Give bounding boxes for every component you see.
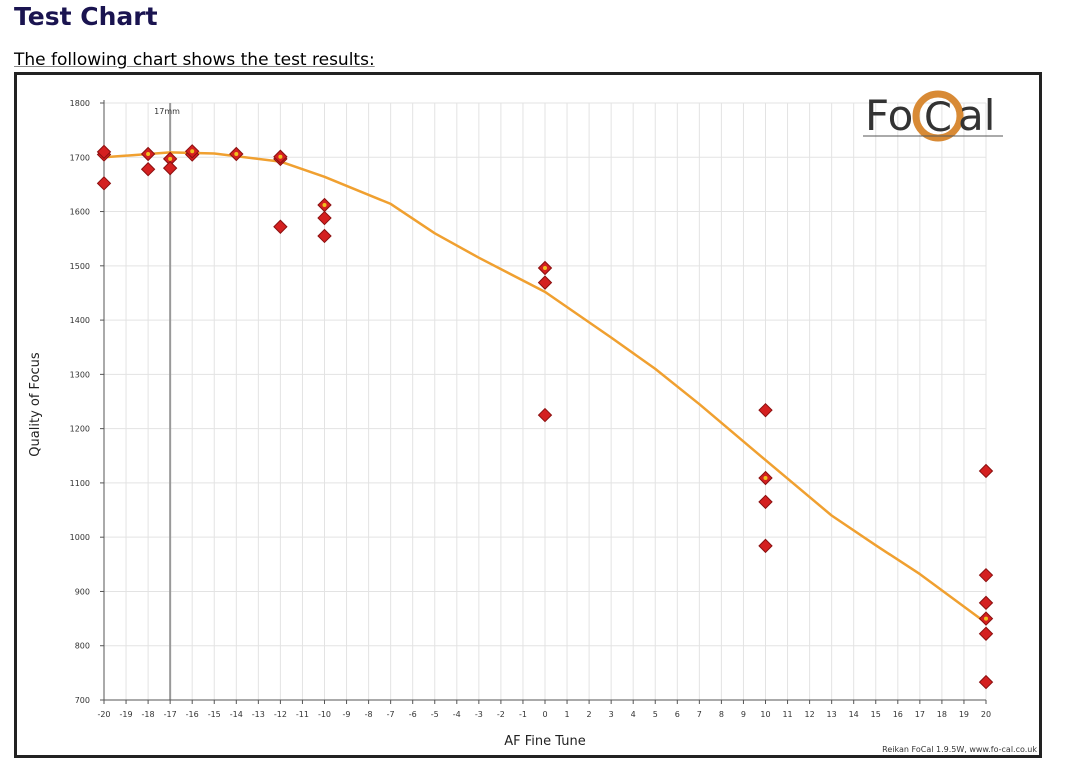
x-tick-label: 20: [981, 710, 991, 719]
data-point: [758, 538, 773, 554]
x-tick-label: -8: [365, 710, 373, 719]
y-tick-label: 1500: [70, 262, 90, 271]
data-point-center: [278, 154, 283, 159]
x-tick-label: 3: [609, 710, 614, 719]
credit-text: Reikan FoCal 1.9.5W, www.fo-cal.co.uk: [882, 745, 1037, 754]
grid-lines: [103, 102, 987, 701]
x-tick-label: 6: [675, 710, 680, 719]
x-tick-label: -20: [97, 710, 110, 719]
x-tick-label: 4: [631, 710, 636, 719]
x-tick-label: -3: [475, 710, 483, 719]
x-tick-label: -16: [186, 710, 199, 719]
x-tick-label: 10: [760, 710, 770, 719]
x-tick-label: -13: [252, 710, 265, 719]
y-tick-label: 900: [75, 587, 90, 596]
y-tick-label: 1800: [70, 99, 90, 108]
data-point: [140, 162, 156, 177]
y-tick-label: 1600: [70, 208, 90, 217]
focal-logo: Fo C al: [863, 90, 1003, 142]
y-tick-label: 700: [75, 696, 90, 705]
data-point-center: [234, 152, 239, 157]
data-point: [273, 219, 288, 234]
y-tick-label: 1200: [70, 425, 90, 434]
x-tick-label: 19: [959, 710, 969, 719]
x-tick-label: -5: [431, 710, 439, 719]
x-tick-label: 12: [805, 710, 815, 719]
data-point: [758, 402, 773, 418]
y-tick-label: 800: [75, 642, 90, 651]
data-point: [317, 228, 332, 244]
x-tick-label: 11: [782, 710, 792, 719]
x-tick-label: -12: [274, 710, 287, 719]
y-tick-label: 1100: [70, 479, 90, 488]
data-point: [758, 494, 773, 510]
data-point: [978, 626, 994, 641]
logo-letter: C: [924, 95, 952, 141]
data-point-center: [322, 203, 327, 208]
x-tick-label: -14: [230, 710, 243, 719]
data-point: [317, 210, 332, 226]
x-tick-label: -18: [142, 710, 155, 719]
data-point: [537, 275, 553, 290]
intro-text: The following chart shows the test resul…: [14, 50, 375, 70]
data-point: [978, 463, 994, 479]
x-tick-label: 15: [871, 710, 881, 719]
x-tick-label: -9: [343, 710, 351, 719]
x-tick-label: -6: [409, 710, 417, 719]
logo-prefix: Fo: [865, 91, 913, 140]
x-tick-label: -1: [519, 710, 527, 719]
x-tick-label: 16: [893, 710, 903, 719]
x-tick-label: 14: [849, 710, 859, 719]
x-tick-label: 2: [587, 710, 592, 719]
x-tick-label: -7: [387, 710, 395, 719]
data-point: [96, 176, 112, 191]
x-axis-title: AF Fine Tune: [504, 734, 585, 749]
x-tick-label: 5: [653, 710, 658, 719]
x-tick-label: -2: [497, 710, 505, 719]
x-tick-label: 7: [697, 710, 702, 719]
reference-line-label: 17mm: [154, 107, 180, 116]
x-tick-label: -19: [120, 710, 133, 719]
data-point-center: [984, 616, 988, 621]
page-title: Test Chart: [14, 2, 158, 31]
tick-labels: 7008009001000110012001300140015001600170…: [70, 99, 991, 719]
data-point: [978, 595, 994, 611]
data-point-center: [168, 156, 173, 161]
data-point-center: [543, 265, 547, 270]
x-tick-label: -17: [164, 710, 177, 719]
y-axis-title: Quality of Focus: [28, 352, 43, 457]
x-tick-label: -11: [296, 710, 309, 719]
logo-suffix: al: [958, 91, 995, 140]
y-tick-label: 1700: [70, 153, 90, 162]
data-points: [96, 144, 994, 690]
x-tick-label: 17: [915, 710, 925, 719]
x-tick-label: -10: [318, 710, 331, 719]
data-point: [96, 144, 112, 160]
data-point-center: [146, 152, 151, 157]
y-tick-label: 1000: [70, 533, 90, 542]
y-tick-label: 1400: [70, 316, 90, 325]
af-fine-tune-chart: 17mm 70080090010001100120013001400150016…: [28, 90, 1037, 754]
data-point-center: [190, 149, 195, 154]
data-point: [162, 160, 178, 176]
fit-curve: [103, 151, 987, 624]
data-point: [978, 674, 994, 690]
y-tick-label: 1300: [70, 370, 90, 379]
logo-ring: [912, 90, 964, 142]
x-tick-label: 1: [565, 710, 570, 719]
data-point-center: [763, 476, 768, 481]
data-point: [537, 407, 553, 423]
chart-frame: 17mm 700 800 900 1000 1100 1200 1300 1400 1500 16…: [14, 72, 1042, 758]
data-point: [978, 567, 994, 583]
x-tick-label: 9: [741, 710, 746, 719]
x-tick-label: -4: [453, 710, 461, 719]
x-tick-label: 0: [542, 710, 547, 719]
x-tick-label: -15: [208, 710, 221, 719]
x-tick-label: 18: [937, 710, 947, 719]
x-tick-label: 8: [719, 710, 724, 719]
x-tick-label: 13: [827, 710, 837, 719]
